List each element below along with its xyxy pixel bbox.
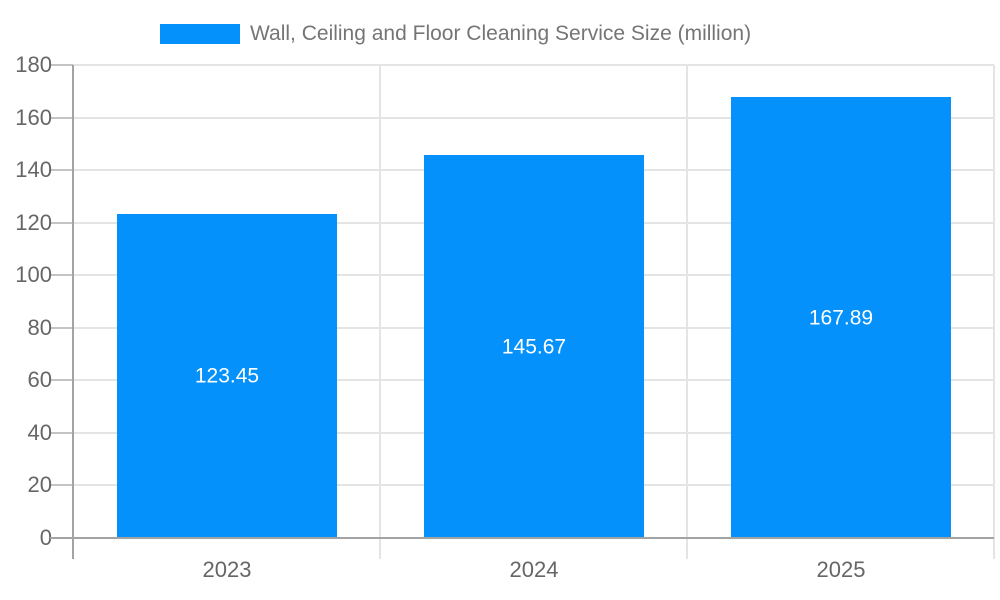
- legend-label: Wall, Ceiling and Floor Cleaning Service…: [250, 22, 752, 45]
- bar-value-label: 167.89: [808, 306, 874, 330]
- y-axis-tick: [50, 379, 73, 381]
- bar-value-label: 123.45: [194, 364, 260, 388]
- x-gridline: [379, 65, 381, 559]
- y-axis-tick: [50, 484, 73, 486]
- y-axis-label: 40: [27, 420, 52, 445]
- y-axis-tick: [50, 432, 73, 434]
- x-axis-label: 2024: [509, 557, 559, 582]
- y-axis-label: 100: [15, 262, 52, 287]
- x-gridline: [686, 65, 688, 559]
- y-axis-label: 60: [27, 367, 52, 392]
- y-axis-label: 160: [15, 105, 52, 130]
- y-axis-label: 20: [27, 472, 52, 497]
- y-axis-label: 180: [15, 52, 52, 77]
- bar: [731, 97, 951, 538]
- y-axis-line: [72, 65, 74, 559]
- chart-legend: Wall, Ceiling and Floor Cleaning Service…: [160, 22, 752, 45]
- y-gridline: [73, 117, 994, 119]
- y-gridline: [73, 64, 994, 66]
- y-axis-tick: [50, 117, 73, 119]
- bar: [117, 214, 337, 538]
- y-axis-tick: [50, 327, 73, 329]
- legend-swatch: [160, 24, 240, 44]
- x-axis-label: 2025: [816, 557, 866, 582]
- y-axis-label: 120: [15, 210, 52, 235]
- y-axis-tick: [50, 222, 73, 224]
- x-gridline: [993, 65, 995, 559]
- y-axis-tick: [50, 169, 73, 171]
- x-axis-line: [50, 537, 994, 539]
- x-axis-label: 2023: [202, 557, 252, 582]
- y-axis-label: 80: [27, 315, 52, 340]
- bar: [424, 155, 644, 538]
- bar-value-label: 145.67: [501, 335, 567, 359]
- y-axis-label: 140: [15, 157, 52, 182]
- y-axis-tick: [50, 274, 73, 276]
- y-axis-label: 0: [39, 525, 52, 550]
- y-axis-tick: [50, 64, 73, 66]
